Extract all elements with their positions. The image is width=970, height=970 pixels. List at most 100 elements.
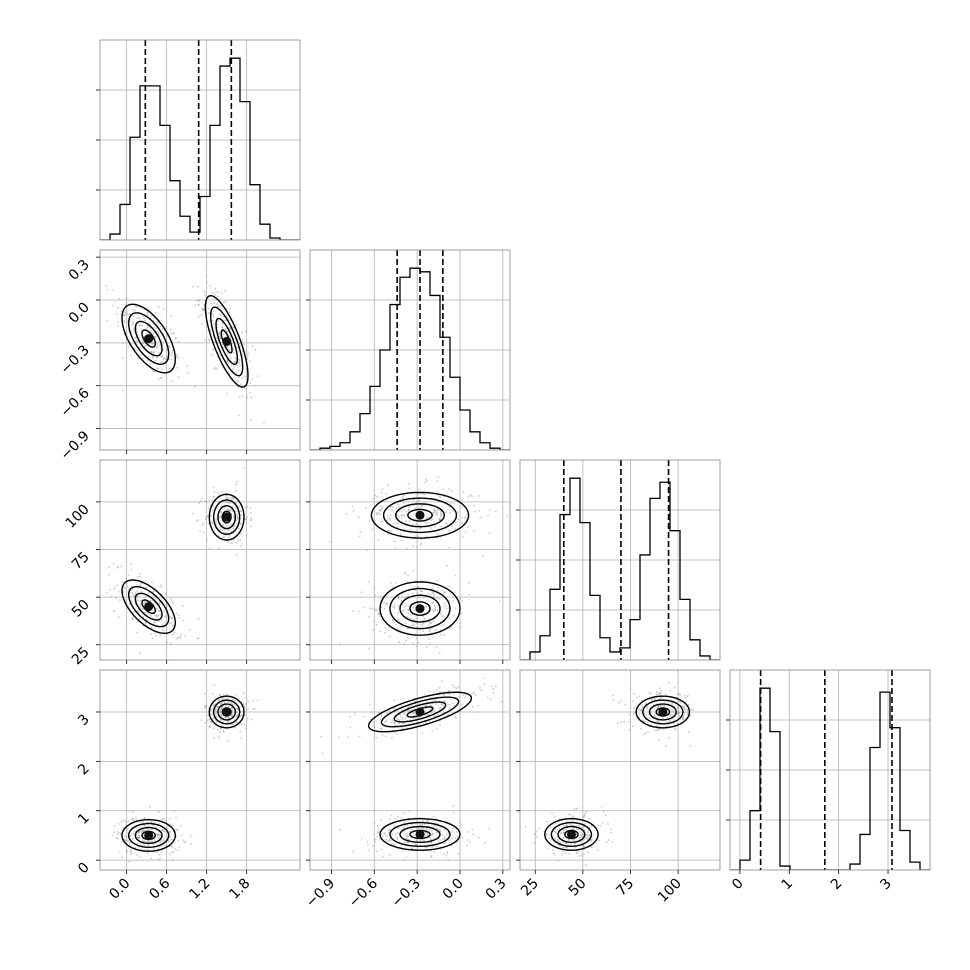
sample-point — [467, 526, 470, 529]
sample-point — [157, 822, 160, 825]
sample-point — [252, 708, 255, 711]
sample-point — [403, 841, 406, 844]
sample-point — [169, 328, 172, 331]
sample-point — [165, 327, 168, 329]
sample-point — [143, 817, 146, 820]
sample-point — [411, 624, 414, 627]
sample-point — [438, 686, 441, 689]
sample-point — [538, 827, 541, 830]
sample-point — [435, 490, 438, 493]
sample-point — [403, 528, 406, 531]
sample-point — [448, 529, 450, 532]
sample-point — [130, 563, 133, 566]
sample-point — [139, 317, 141, 320]
sample-point — [457, 852, 460, 855]
sample-point — [194, 385, 196, 388]
sample-point — [380, 491, 383, 494]
sample-point — [142, 838, 144, 841]
sample-point — [436, 713, 439, 716]
sample-point — [129, 853, 132, 856]
sample-point — [560, 831, 562, 834]
sample-point — [166, 827, 169, 830]
sample-point — [460, 612, 463, 615]
sample-point — [402, 502, 405, 505]
sample-point — [563, 824, 565, 826]
sample-point — [365, 507, 368, 510]
sample-point — [667, 723, 670, 726]
sample-point — [367, 843, 370, 846]
sample-point — [396, 815, 399, 818]
sample-point — [208, 285, 211, 288]
sample-point — [245, 397, 248, 400]
sample-point — [413, 619, 416, 621]
panel-frame — [729, 669, 931, 871]
sample-point — [239, 730, 242, 733]
sample-point — [439, 706, 442, 709]
sample-point — [134, 830, 136, 833]
sample-point — [219, 528, 222, 530]
sample-point — [439, 691, 442, 693]
sample-point — [380, 505, 382, 508]
sample-point — [438, 829, 441, 831]
sample-point — [117, 324, 119, 327]
sample-point — [232, 367, 235, 370]
sample-point — [120, 310, 123, 313]
sample-point — [157, 331, 160, 333]
sample-point — [362, 606, 365, 609]
y-tick-label: 0 — [75, 860, 93, 878]
sample-point — [367, 580, 370, 583]
contour-level-3 — [121, 303, 177, 374]
sample-point — [205, 281, 208, 284]
sample-point — [217, 735, 220, 738]
sample-point — [480, 689, 483, 692]
sample-point — [117, 321, 120, 323]
sample-point — [459, 597, 462, 600]
sample-point — [234, 510, 237, 513]
contour-level-1 — [134, 592, 163, 621]
sample-point — [147, 592, 150, 594]
sample-point — [418, 716, 421, 719]
sample-point — [194, 303, 197, 306]
sample-point — [157, 833, 159, 836]
sample-point — [114, 825, 116, 828]
sample-point — [329, 540, 332, 543]
sample-point — [381, 619, 383, 621]
sample-point — [163, 836, 166, 839]
sample-point — [400, 539, 403, 542]
sample-point — [146, 852, 149, 854]
sample-point — [126, 313, 129, 315]
sample-point — [230, 363, 233, 366]
sample-point — [338, 736, 340, 739]
sample-point — [144, 611, 146, 614]
sample-point — [204, 291, 207, 294]
sample-point — [180, 633, 183, 636]
sample-point — [506, 515, 509, 518]
sample-point — [573, 816, 575, 819]
sample-point — [155, 825, 157, 828]
sample-point — [438, 495, 441, 498]
sample-point — [389, 514, 392, 517]
sample-point — [468, 593, 471, 596]
sample-point — [587, 836, 590, 839]
sample-point — [418, 826, 421, 829]
sample-point — [220, 719, 223, 722]
sample-point — [395, 507, 398, 509]
sample-point — [500, 700, 503, 703]
sample-point — [438, 597, 441, 600]
sample-point — [222, 301, 225, 303]
sample-point — [451, 827, 454, 830]
sample-point — [401, 517, 403, 519]
sample-point — [414, 700, 416, 703]
sample-point — [687, 703, 690, 706]
sample-point — [689, 744, 692, 747]
sample-point — [550, 838, 553, 841]
sample-point — [384, 721, 386, 723]
sample-point — [437, 476, 440, 479]
sample-point — [240, 514, 243, 517]
sample-point — [211, 509, 214, 512]
sample-point — [655, 725, 658, 727]
sample-point — [581, 833, 583, 836]
sample-point — [214, 287, 216, 290]
sample-point — [171, 845, 174, 848]
y-tick-label: −0.9 — [57, 428, 92, 463]
